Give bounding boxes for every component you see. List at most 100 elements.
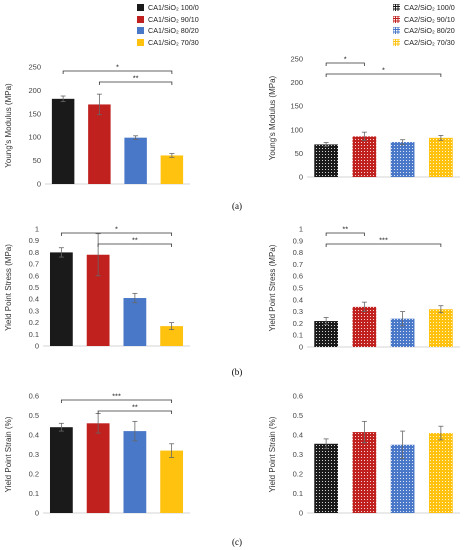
significance-label: ** bbox=[132, 403, 138, 412]
panel-label-c: (c) bbox=[232, 537, 242, 547]
bar bbox=[390, 318, 415, 347]
y-tick-label: 0.2 bbox=[29, 470, 39, 479]
y-tick-label: 0.9 bbox=[293, 236, 303, 245]
legend-swatch bbox=[393, 4, 400, 12]
y-tick-label: 0.4 bbox=[293, 431, 303, 440]
chart-b-left: 0 0.1 0.2 0.3 0.4 0.5 0.6 0.7 0.8 0.9 1 Yield Point… bbox=[4, 225, 190, 351]
bar bbox=[390, 444, 415, 513]
legend-item: CA1/SiO₂ 70/30 bbox=[137, 37, 199, 49]
y-tick-label: 0.7 bbox=[29, 260, 39, 269]
legend-swatch bbox=[137, 15, 144, 23]
bar bbox=[352, 432, 377, 513]
y-axis-label: Young's Modulus (MPa) bbox=[4, 83, 13, 168]
y-tick-label: 0 bbox=[299, 173, 303, 182]
y-tick-label: 200 bbox=[28, 86, 41, 95]
legend-swatch bbox=[137, 4, 144, 12]
y-tick-label: 0.3 bbox=[29, 306, 39, 315]
y-tick-label: 0.1 bbox=[293, 489, 303, 498]
chart-b-right: 0 0.1 0.2 0.3 0.4 0.5 0.6 0.7 0.8 0.9 1 Yield Point… bbox=[268, 225, 460, 352]
significance-bracket bbox=[60, 232, 173, 236]
significance-label: *** bbox=[112, 392, 121, 401]
bar bbox=[352, 306, 377, 347]
bar bbox=[124, 137, 147, 184]
y-axis-label: Yield Point Stress (MPa) bbox=[268, 244, 277, 331]
y-tick-label: 0.6 bbox=[293, 392, 303, 401]
legend-swatch bbox=[393, 15, 400, 23]
y-tick-label: 150 bbox=[28, 109, 41, 118]
legend-swatch bbox=[137, 27, 144, 35]
y-tick-label: 0.8 bbox=[293, 248, 303, 257]
chart-c-right: 0 0.1 0.2 0.3 0.4 0.5 0.6 Yield Point Strain (%… bbox=[268, 392, 460, 518]
bar bbox=[51, 98, 75, 184]
significance-label: ** bbox=[342, 225, 348, 234]
y-axis-label: Yield Point Strain (%) bbox=[268, 416, 277, 492]
bar bbox=[314, 443, 338, 513]
y-tick-label: 0.2 bbox=[29, 318, 39, 327]
legend-item: CA1/SiO₂ 80/20 bbox=[137, 25, 199, 37]
y-tick-label: 0.4 bbox=[29, 295, 39, 304]
significance-bracket bbox=[325, 73, 442, 77]
y-tick-label: 0.3 bbox=[293, 450, 303, 459]
y-tick-label: 0.4 bbox=[293, 295, 303, 304]
y-tick-label: 0.4 bbox=[29, 431, 39, 440]
significance-bracket bbox=[325, 243, 442, 247]
significance-bracket bbox=[97, 410, 173, 414]
y-tick-label: 200 bbox=[290, 78, 303, 87]
legend-label: CA1/SiO₂ 90/10 bbox=[148, 14, 199, 24]
bar bbox=[160, 450, 184, 513]
bar bbox=[314, 321, 338, 347]
y-tick-label: 50 bbox=[33, 156, 41, 165]
y-tick-label: 100 bbox=[28, 133, 41, 142]
y-tick-label: 0 bbox=[35, 342, 39, 351]
bar bbox=[123, 298, 147, 346]
y-tick-label: 0.6 bbox=[29, 392, 39, 401]
bar bbox=[314, 144, 338, 177]
legend-item: CA2/SiO₂ 80/20 bbox=[393, 25, 455, 37]
bar bbox=[49, 427, 73, 513]
y-tick-label: 0.3 bbox=[293, 307, 303, 316]
significance-label: ** bbox=[133, 74, 139, 83]
y-tick-label: 250 bbox=[28, 63, 41, 72]
legend-swatch bbox=[393, 27, 400, 35]
legend-label: CA1/SiO₂ 70/30 bbox=[148, 37, 199, 47]
y-tick-label: 0.6 bbox=[29, 271, 39, 280]
legend-left: CA1/SiO₂ 100/0 CA1/SiO₂ 90/10 CA1/SiO₂ 80/… bbox=[137, 2, 199, 48]
significance-label: * bbox=[382, 66, 385, 75]
legend-item: CA2/SiO₂ 100/0 bbox=[393, 2, 455, 14]
y-tick-label: 0.6 bbox=[293, 272, 303, 281]
bar bbox=[49, 252, 73, 346]
panel-label-b: (b) bbox=[232, 367, 243, 377]
legend-label: CA2/SiO₂ 80/20 bbox=[404, 26, 455, 35]
y-axis-label: Yield Point Stress (MPa) bbox=[4, 244, 13, 331]
significance-label: *** bbox=[379, 236, 388, 245]
y-tick-label: 0 bbox=[35, 509, 39, 518]
legend-label: CA2/SiO₂ 90/10 bbox=[404, 14, 455, 24]
significance-label: ** bbox=[132, 236, 138, 245]
bar bbox=[86, 254, 110, 346]
bar bbox=[352, 136, 377, 177]
legend-item: CA1/SiO₂ 90/10 bbox=[137, 14, 199, 26]
legend-swatch bbox=[393, 38, 400, 46]
bar bbox=[160, 155, 184, 184]
y-tick-label: 0 bbox=[299, 509, 303, 518]
bar bbox=[86, 423, 110, 513]
y-axis-label: Young's Modulus (MPa) bbox=[268, 75, 277, 160]
legend-right: CA2/SiO₂ 100/0 CA2/SiO₂ 90/10 CA2/SiO₂ 80/… bbox=[393, 2, 455, 48]
y-tick-label: 0.5 bbox=[29, 283, 39, 292]
legend-label: CA1/SiO₂ 80/20 bbox=[148, 26, 199, 35]
significance-bracket bbox=[97, 243, 173, 247]
panel-label-a: (a) bbox=[232, 201, 242, 211]
y-tick-label: 0 bbox=[299, 343, 303, 352]
y-tick-label: 0.9 bbox=[29, 236, 39, 245]
significance-label: * bbox=[116, 63, 119, 72]
significance-label: * bbox=[344, 55, 347, 64]
significance-bracket bbox=[325, 62, 365, 66]
y-tick-label: 100 bbox=[290, 125, 303, 134]
bar bbox=[88, 104, 111, 184]
y-tick-label: 50 bbox=[295, 149, 303, 158]
y-tick-label: 0.1 bbox=[29, 330, 39, 339]
bar bbox=[160, 326, 184, 346]
y-tick-label: 1 bbox=[35, 225, 39, 234]
y-tick-label: 1 bbox=[299, 225, 303, 234]
significance-bracket bbox=[98, 81, 173, 85]
